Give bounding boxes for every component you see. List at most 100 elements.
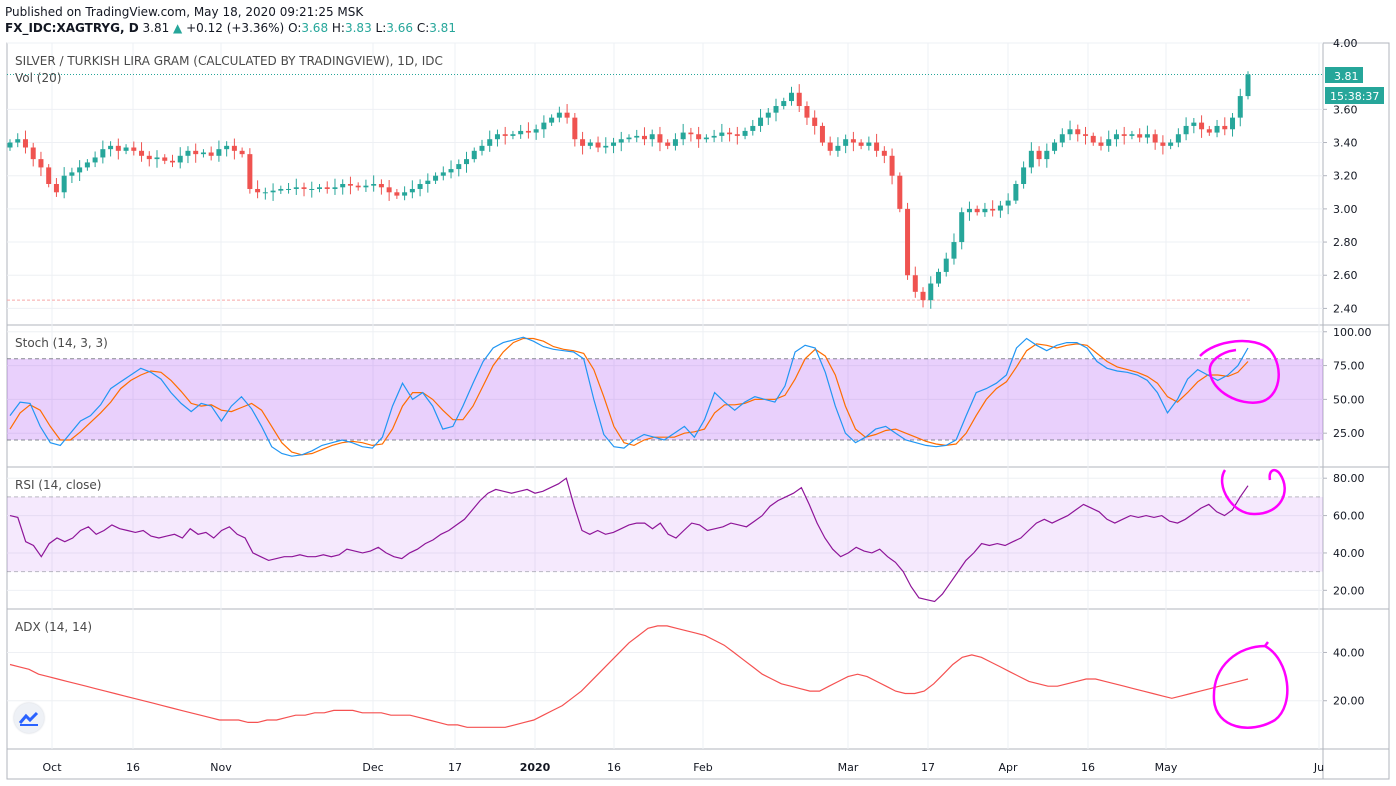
annotations bbox=[1199, 339, 1289, 729]
x-tick-label: 16 bbox=[607, 761, 621, 774]
candle-body bbox=[556, 112, 562, 118]
candle-body bbox=[363, 185, 369, 188]
candle-body bbox=[549, 117, 555, 123]
y-tick-label: 2.80 bbox=[1333, 236, 1358, 249]
candle-body bbox=[1206, 129, 1212, 133]
candle-body bbox=[897, 175, 903, 209]
candle-body bbox=[889, 155, 895, 176]
y-tick-label: 60.00 bbox=[1333, 510, 1365, 523]
open-label: O: bbox=[288, 21, 302, 35]
candle-body bbox=[943, 258, 949, 272]
candle-body bbox=[69, 172, 75, 176]
candle-body bbox=[819, 125, 825, 143]
candle-body bbox=[951, 242, 957, 259]
candle-body bbox=[84, 162, 90, 168]
candle-body bbox=[827, 142, 833, 151]
y-tick-label: 100.00 bbox=[1333, 326, 1372, 339]
candle-body bbox=[796, 92, 802, 107]
candle-body bbox=[347, 184, 353, 186]
symbol-line: FX_IDC:XAGTRYG, D 3.81 ▲ +0.12 (+3.36%) … bbox=[5, 21, 456, 35]
x-tick-label: 16 bbox=[126, 761, 140, 774]
candle-body bbox=[997, 205, 1003, 211]
annotation-circle-adx bbox=[1212, 641, 1289, 729]
candle-body bbox=[742, 130, 748, 136]
y-tick-label: 20.00 bbox=[1333, 584, 1365, 597]
candle-body bbox=[1129, 134, 1135, 136]
candle-body bbox=[185, 150, 191, 156]
candle-body bbox=[262, 192, 268, 194]
candle-body bbox=[804, 106, 810, 118]
x-tick-label: Oct bbox=[42, 761, 62, 774]
candle-body bbox=[611, 142, 617, 146]
candle-body bbox=[487, 139, 493, 146]
candle-body bbox=[231, 145, 237, 151]
candle-body bbox=[386, 187, 392, 193]
candle-body bbox=[564, 112, 570, 118]
candle-body bbox=[1245, 74, 1251, 97]
candle-body bbox=[680, 132, 686, 140]
candle-body bbox=[1113, 134, 1119, 140]
candle-body bbox=[115, 145, 121, 151]
candle-body bbox=[456, 164, 462, 170]
candle-body bbox=[603, 145, 609, 148]
y-tick-label: 4.00 bbox=[1333, 37, 1358, 50]
candle-body bbox=[340, 184, 346, 188]
candle-body bbox=[510, 134, 516, 136]
candle-body bbox=[750, 125, 756, 131]
candle-body bbox=[1028, 150, 1034, 168]
last-price: 3.81 bbox=[142, 21, 170, 35]
candle-body bbox=[1021, 167, 1027, 184]
y-tick-label: 50.00 bbox=[1333, 393, 1365, 406]
candle-body bbox=[1137, 134, 1143, 138]
y-tick-label: 25.00 bbox=[1333, 427, 1365, 440]
candle-body bbox=[425, 180, 431, 184]
candle-body bbox=[850, 139, 856, 143]
candle-body bbox=[247, 154, 253, 189]
symbol-name: FX_IDC:XAGTRYG, D bbox=[5, 21, 139, 35]
candle-body bbox=[858, 142, 864, 146]
overbought-oversold-band bbox=[7, 496, 1323, 572]
candle-body bbox=[123, 147, 129, 151]
candle-body bbox=[139, 150, 145, 156]
candle-body bbox=[1191, 122, 1197, 126]
candles bbox=[7, 71, 1251, 309]
axes: Oct 16 Nov Dec 17 2020 16 Feb Mar 17 Apr 16 May Ju 2.4… bbox=[42, 37, 1371, 774]
candle-body bbox=[471, 150, 477, 160]
candle-body bbox=[665, 142, 671, 146]
published-line: Published on TradingView.com, May 18, 20… bbox=[5, 5, 364, 19]
candle-body bbox=[1106, 139, 1112, 146]
candle-body bbox=[270, 190, 276, 193]
candle-body bbox=[239, 150, 245, 155]
candle-body bbox=[688, 132, 694, 135]
candle-body bbox=[982, 208, 988, 213]
candle-body bbox=[758, 117, 764, 126]
candle-body bbox=[1168, 142, 1174, 146]
candle-body bbox=[1183, 125, 1189, 135]
candle-body bbox=[193, 150, 199, 155]
candle-body bbox=[255, 188, 261, 193]
open-value: 3.68 bbox=[301, 21, 329, 35]
candle-body bbox=[92, 157, 98, 163]
candle-body bbox=[1067, 129, 1073, 135]
candle-body bbox=[1144, 134, 1150, 138]
candle-body bbox=[1090, 135, 1096, 143]
x-tick-label: Apr bbox=[998, 761, 1018, 774]
last-price-tag-label: 3.81 bbox=[1334, 70, 1359, 83]
candle-body bbox=[928, 283, 934, 301]
candle-body bbox=[974, 208, 980, 213]
candle-body bbox=[301, 187, 307, 189]
x-tick-label: Feb bbox=[693, 761, 712, 774]
candle-body bbox=[324, 187, 330, 189]
candle-body bbox=[1098, 142, 1104, 146]
candle-body bbox=[618, 139, 624, 143]
candle-body bbox=[200, 152, 206, 155]
candle-body bbox=[309, 188, 315, 190]
candle-body bbox=[108, 145, 114, 150]
candle-body bbox=[402, 192, 408, 196]
candle-body bbox=[317, 187, 322, 189]
x-tick-label: May bbox=[1155, 761, 1178, 774]
candle-body bbox=[464, 159, 470, 165]
rsi-line bbox=[9, 477, 1249, 603]
rsi-label: RSI (14, close) bbox=[15, 478, 101, 492]
